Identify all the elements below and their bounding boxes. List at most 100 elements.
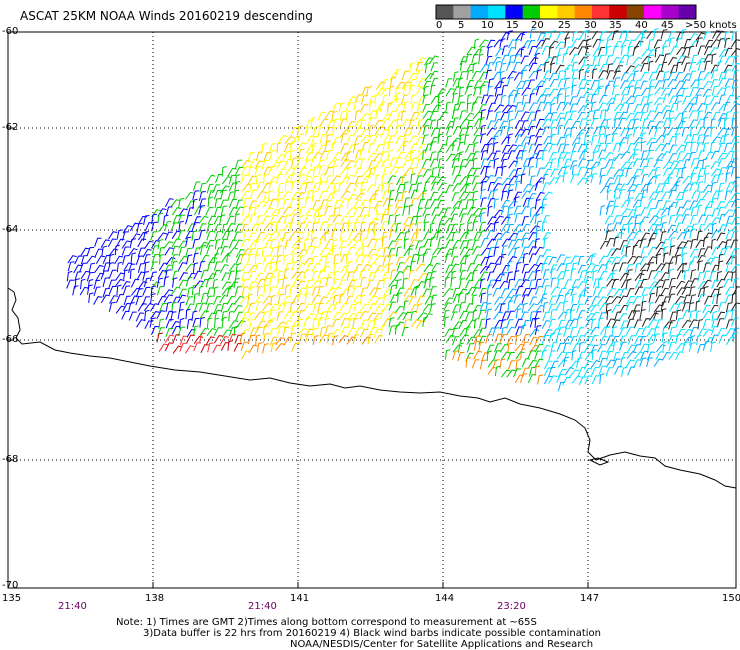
wind-barb bbox=[697, 328, 707, 338]
wind-barb bbox=[500, 152, 509, 162]
wind-barb bbox=[667, 335, 676, 345]
wind-barb bbox=[669, 237, 676, 248]
wind-barb bbox=[646, 120, 655, 130]
wind-barb bbox=[507, 256, 517, 265]
wind-barb bbox=[549, 112, 557, 122]
wind-barb bbox=[233, 277, 240, 289]
wind-barb bbox=[541, 293, 548, 304]
wind-barb bbox=[254, 254, 260, 265]
wind-barb bbox=[317, 269, 325, 280]
wind-barb bbox=[682, 262, 688, 274]
wind-barb bbox=[697, 168, 705, 178]
wind-barb bbox=[681, 214, 690, 224]
wind-barb bbox=[612, 222, 621, 232]
wind-barb bbox=[403, 238, 410, 249]
wind-barb bbox=[585, 254, 595, 264]
wind-barb bbox=[584, 167, 593, 177]
wind-barb bbox=[578, 289, 588, 298]
wind-barb bbox=[185, 276, 193, 287]
wind-barb bbox=[389, 223, 398, 233]
wind-barb bbox=[157, 212, 164, 224]
wind-barb bbox=[354, 175, 363, 186]
wind-barb bbox=[401, 110, 407, 122]
wind-barb bbox=[528, 246, 537, 256]
wind-barb bbox=[388, 317, 395, 328]
wind-barb bbox=[550, 268, 557, 279]
wind-barb bbox=[584, 64, 594, 74]
wind-barb bbox=[394, 103, 404, 112]
wind-barb bbox=[234, 166, 244, 176]
wind-barb bbox=[590, 311, 601, 320]
wind-barb bbox=[291, 271, 301, 280]
wind-barb bbox=[254, 204, 260, 216]
wind-barb bbox=[346, 285, 353, 296]
wind-barb bbox=[172, 270, 180, 281]
wind-barb bbox=[655, 351, 665, 360]
wind-barb bbox=[333, 262, 339, 273]
wind-barb bbox=[492, 327, 500, 337]
wind-barb bbox=[424, 57, 434, 66]
wind-barb bbox=[639, 111, 647, 122]
wind-barb bbox=[410, 189, 419, 199]
wind-barb bbox=[478, 327, 487, 337]
wind-barb bbox=[123, 295, 131, 306]
wind-barb bbox=[661, 326, 668, 337]
wind-barb bbox=[191, 230, 198, 241]
wind-barb bbox=[338, 240, 347, 250]
wind-barb bbox=[564, 262, 571, 273]
wind-barb bbox=[569, 96, 577, 106]
wind-barb bbox=[661, 332, 668, 343]
wind-barb bbox=[193, 325, 199, 336]
wind-barb bbox=[667, 71, 677, 81]
wind-barb bbox=[641, 174, 648, 184]
wind-barb bbox=[668, 189, 677, 200]
wind-barb bbox=[345, 253, 351, 264]
wind-barb bbox=[191, 222, 200, 232]
wind-barb bbox=[170, 321, 180, 330]
wind-barb bbox=[605, 261, 612, 272]
wind-barb bbox=[480, 124, 487, 136]
wind-barb bbox=[436, 118, 442, 129]
wind-barb bbox=[499, 303, 506, 314]
wind-barb bbox=[725, 230, 734, 240]
wind-barb bbox=[682, 95, 691, 105]
wind-barb bbox=[606, 350, 613, 361]
wind-barb bbox=[710, 230, 720, 239]
wind-barb bbox=[515, 334, 521, 345]
wind-barb bbox=[718, 247, 727, 257]
wind-barb bbox=[641, 48, 652, 57]
wind-barb bbox=[346, 239, 357, 248]
wind-barb bbox=[571, 293, 578, 304]
wind-barb bbox=[472, 182, 481, 192]
wind-barb bbox=[579, 270, 587, 280]
wind-barb bbox=[311, 152, 322, 161]
wind-barb bbox=[425, 175, 435, 184]
wind-barb bbox=[725, 94, 735, 104]
wind-barb bbox=[527, 359, 538, 369]
wind-barb bbox=[562, 300, 569, 312]
wind-barb bbox=[324, 311, 333, 321]
wind-barb bbox=[556, 278, 563, 289]
wind-barb bbox=[522, 158, 531, 168]
wind-barb bbox=[445, 224, 454, 234]
wind-barb bbox=[627, 183, 637, 193]
wind-barb bbox=[710, 102, 720, 111]
wind-barb bbox=[493, 221, 499, 233]
wind-barb bbox=[472, 157, 478, 169]
wind-barb bbox=[520, 46, 526, 58]
wind-barb bbox=[346, 166, 353, 177]
wind-barb bbox=[324, 126, 334, 136]
wind-barb bbox=[653, 270, 663, 280]
wind-barb bbox=[660, 301, 667, 312]
wind-barb bbox=[585, 93, 593, 104]
wind-barb bbox=[450, 137, 461, 146]
wind-barb bbox=[424, 272, 433, 282]
wind-barb bbox=[354, 327, 364, 336]
wind-barb bbox=[296, 280, 306, 290]
wind-barb bbox=[452, 304, 461, 314]
wind-barb bbox=[681, 166, 687, 178]
wind-barb bbox=[724, 111, 732, 122]
wind-barb bbox=[452, 239, 462, 249]
wind-barb bbox=[612, 77, 621, 87]
wind-barb bbox=[648, 79, 656, 89]
